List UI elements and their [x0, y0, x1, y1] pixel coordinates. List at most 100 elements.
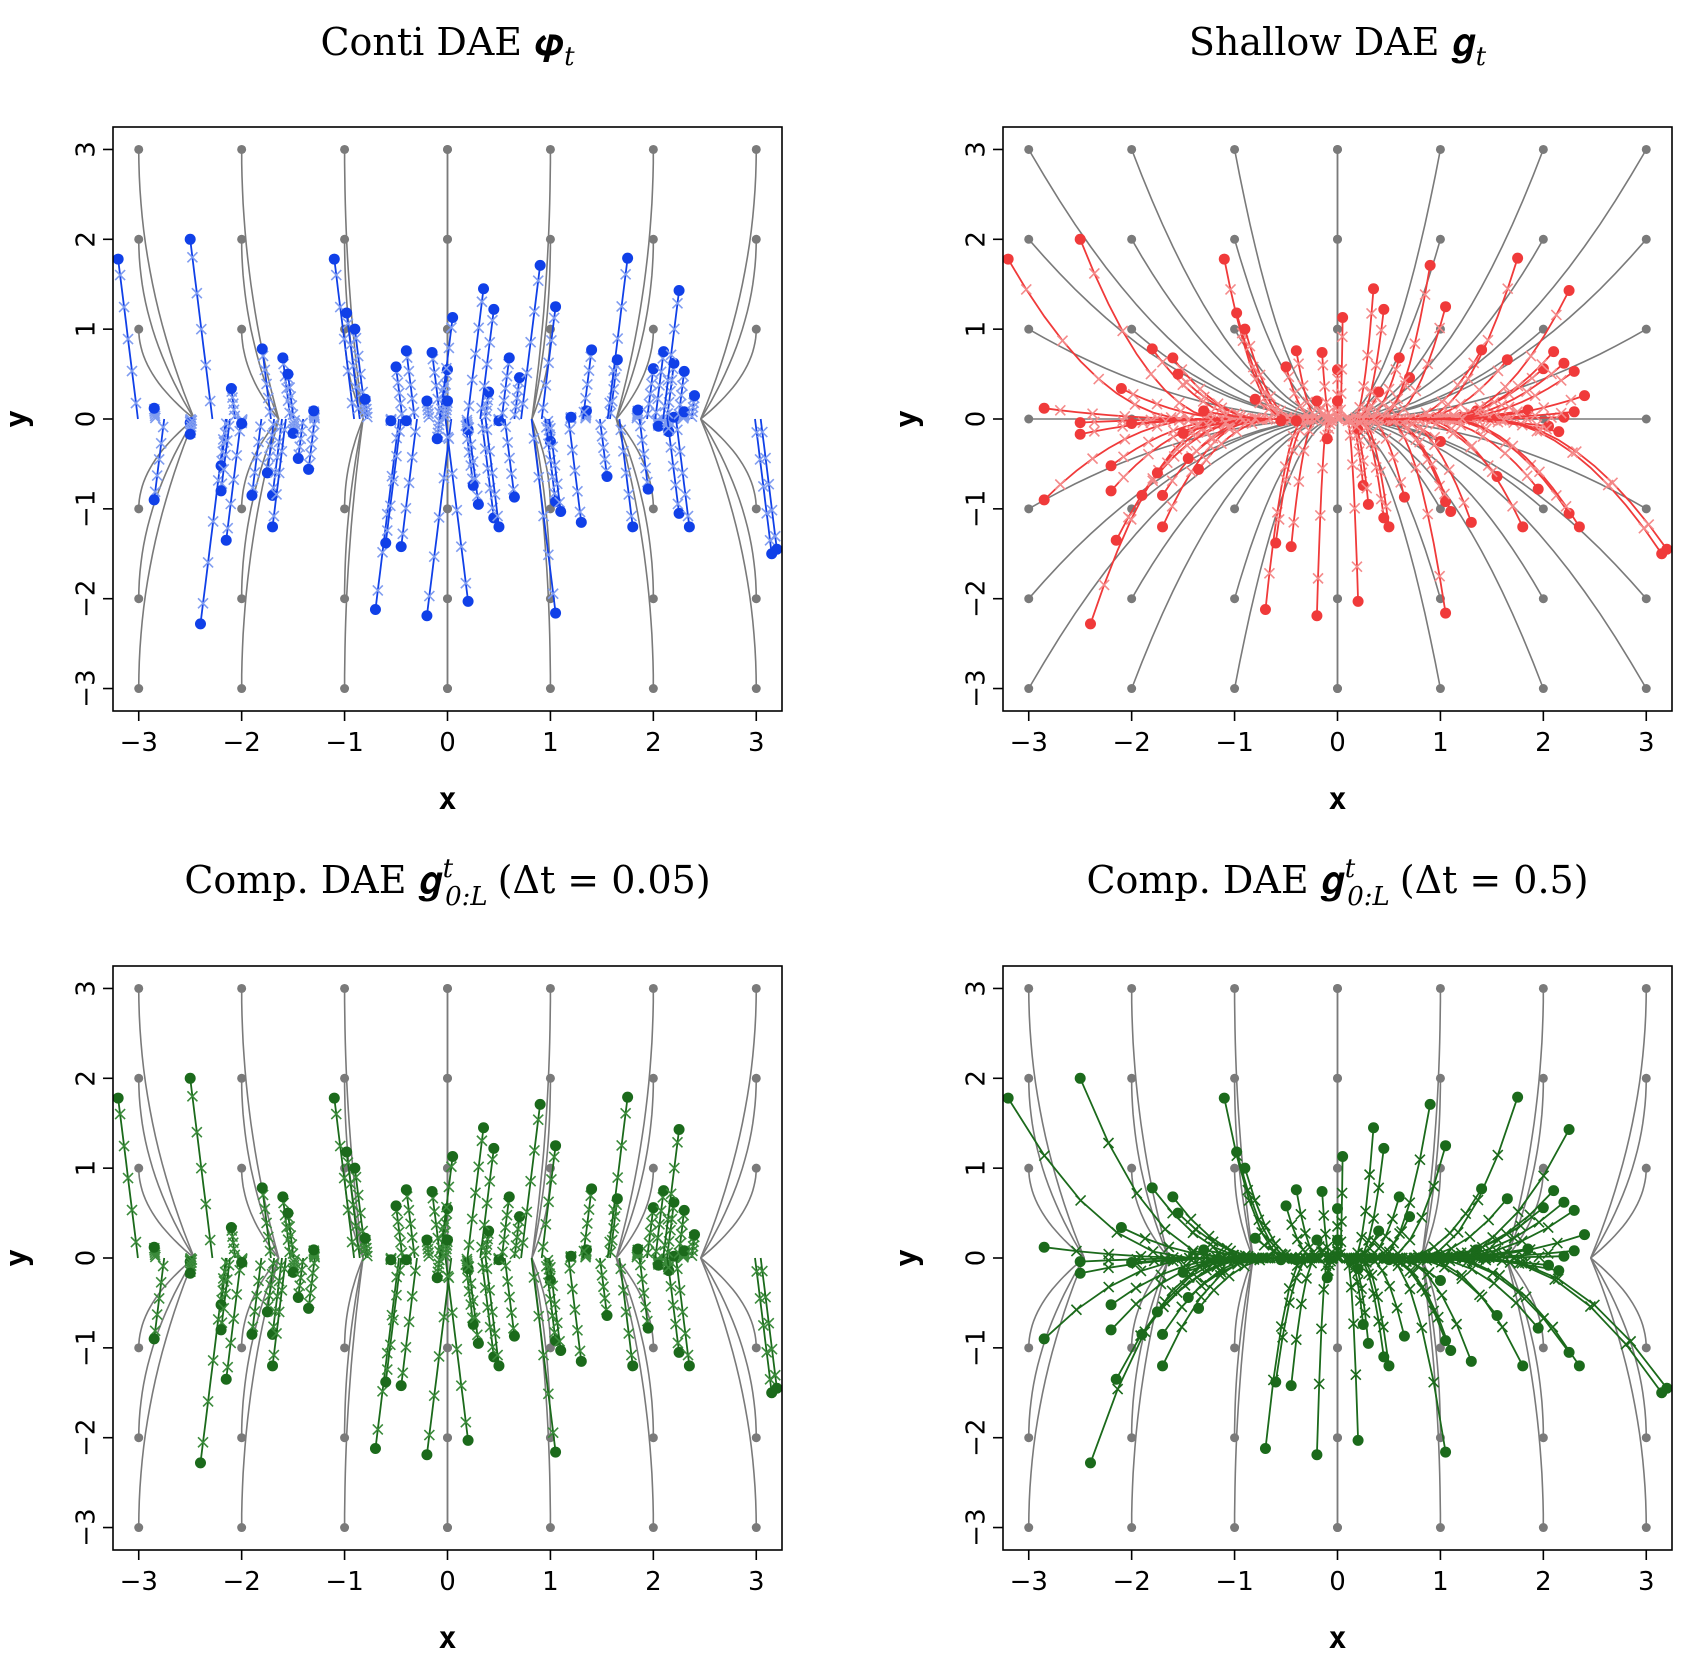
reference-point — [1230, 504, 1240, 514]
trajectory-x-marker — [1331, 1252, 1344, 1264]
trajectory-x-marker — [537, 1241, 549, 1253]
trajectory-x-marker — [595, 1258, 607, 1270]
trajectory-x-marker — [1436, 396, 1448, 408]
trajectory-x-marker — [756, 1265, 768, 1277]
trajectory-x-marker — [540, 1218, 552, 1230]
reference-point — [134, 234, 144, 244]
trajectory-x-marker — [1542, 1221, 1554, 1234]
trajectory-x-marker — [1264, 390, 1276, 403]
trajectory-x-marker — [537, 402, 549, 414]
trajectory-x-marker — [394, 1236, 407, 1248]
trajectory-x-marker — [679, 1327, 691, 1340]
trajectory-x-marker — [1293, 424, 1306, 436]
reference-point — [340, 1523, 350, 1533]
x-tick-label: 1 — [542, 1567, 559, 1597]
trajectory-x-marker — [525, 1175, 537, 1187]
data-point — [514, 1211, 526, 1223]
data-point — [1270, 537, 1282, 549]
trajectory-x-marker — [1507, 440, 1519, 452]
data-point — [1038, 494, 1050, 506]
trajectory-x-marker — [476, 1135, 488, 1147]
data-point — [673, 507, 685, 519]
trajectory-x-marker — [492, 510, 504, 522]
data-point — [1501, 354, 1513, 366]
trajectory-x-marker — [625, 1349, 637, 1361]
trajectory-x-marker — [1319, 1228, 1332, 1240]
trajectory-x-marker — [122, 333, 134, 345]
data-point — [534, 1098, 546, 1110]
trajectory-x-marker — [1173, 397, 1185, 409]
reference-curve — [615, 239, 655, 420]
trajectory-x-marker — [1476, 1291, 1488, 1303]
trajectory-x-marker — [642, 1247, 654, 1259]
reference-point — [648, 144, 658, 154]
chart-title: Comp. DAE 𝒈t 0:L (Δt = 0.05) — [184, 854, 710, 912]
trajectory-x-marker — [1382, 1252, 1395, 1264]
reference-curve — [1421, 1078, 1442, 1259]
trajectory-x-marker — [1428, 1376, 1440, 1388]
trajectory-x-marker — [1212, 1247, 1224, 1259]
trajectory-x-marker — [466, 1213, 478, 1225]
trajectory-x-marker — [270, 1327, 283, 1340]
trajectory-x-marker — [307, 1267, 319, 1279]
trajectory-x-marker — [1249, 412, 1261, 424]
trajectory-x-marker — [114, 1108, 126, 1120]
reference-point — [1230, 1433, 1240, 1443]
trajectory-x-marker — [662, 374, 674, 387]
data-point — [565, 1250, 577, 1262]
trajectory-x-marker — [1524, 1209, 1536, 1221]
trajectory-x-marker — [1525, 350, 1537, 362]
trajectory-x-marker — [1103, 1281, 1115, 1293]
trajectory-x-marker — [687, 1240, 699, 1252]
trajectory-x-marker — [1440, 1252, 1452, 1264]
y-tick-label: −2 — [72, 1419, 102, 1457]
data-point — [1517, 521, 1529, 533]
x-axis-label: x — [1328, 1621, 1346, 1656]
trajectory-x-marker — [545, 1173, 557, 1185]
trajectory-x-marker — [1258, 1239, 1270, 1251]
reference-point — [340, 1433, 350, 1443]
trajectory-x-marker — [533, 1310, 545, 1322]
trajectory-x-marker — [1555, 374, 1567, 386]
data-point — [1532, 483, 1544, 495]
y-tick-label: −3 — [962, 669, 992, 707]
trajectory-x-marker — [422, 408, 435, 420]
reference-point — [648, 1433, 658, 1443]
data-point — [1558, 1196, 1570, 1208]
trajectory-x-marker — [1372, 1291, 1384, 1303]
reference-curve — [1337, 238, 1544, 420]
chart-title-main: Comp. DAE 𝒈 — [184, 858, 443, 902]
data-point — [400, 415, 412, 427]
trajectories — [1003, 1072, 1672, 1469]
trajectory-x-marker — [1521, 470, 1533, 482]
trajectory-x-marker — [1416, 1212, 1428, 1224]
trajectory-x-marker — [499, 382, 512, 395]
reference-point — [1024, 144, 1034, 154]
trajectory-x-marker — [1223, 1270, 1235, 1282]
trajectory-x-marker — [231, 1288, 243, 1300]
trajectory-x-marker — [1363, 423, 1375, 435]
trajectory-x-marker — [1368, 1212, 1380, 1225]
data-point — [503, 352, 515, 364]
reference-point — [1641, 1073, 1651, 1083]
trajectory-x-marker — [1525, 459, 1537, 471]
trajectory-x-marker — [1399, 375, 1411, 387]
panel-2: Shallow DAE 𝒈t −3 −2 −1 0 1 2 3 −3 −2 −1 0 1 2 3 x y — [890, 20, 1673, 817]
chart-title-main: Comp. DAE 𝒈 — [1086, 858, 1345, 902]
trajectory-x-marker — [569, 1304, 581, 1316]
chart-title: Conti DAE 𝝋t — [320, 20, 575, 72]
data-point — [1038, 1241, 1050, 1253]
trajectory-x-marker — [460, 1416, 472, 1428]
reference-point — [1538, 1433, 1548, 1443]
reference-point — [1435, 144, 1445, 154]
trajectory-x-marker — [686, 1245, 699, 1257]
trajectory-x-marker — [350, 381, 362, 393]
data-point — [1074, 233, 1086, 245]
trajectory-x-marker — [548, 1151, 560, 1163]
x-tick-label: −1 — [1215, 1567, 1253, 1597]
trajectory-x-marker — [1428, 439, 1441, 451]
y-tick-label: −1 — [72, 1329, 102, 1367]
data-point — [225, 382, 237, 394]
reference-point — [1333, 983, 1342, 993]
trajectory-x-marker — [1287, 444, 1299, 456]
